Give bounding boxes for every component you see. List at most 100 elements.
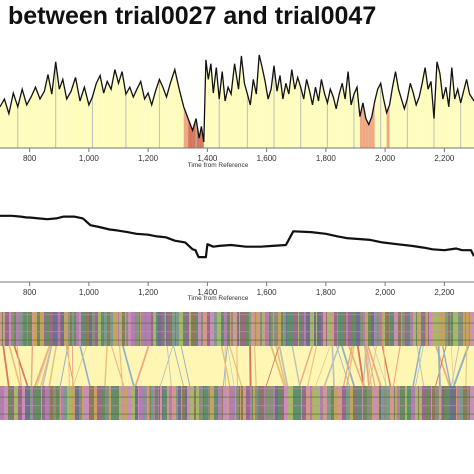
track-cell bbox=[53, 312, 57, 346]
track-cell bbox=[146, 312, 149, 346]
track-cell bbox=[340, 312, 344, 346]
cost-band bbox=[428, 81, 432, 148]
track-cell bbox=[92, 312, 95, 346]
track-cell bbox=[428, 312, 429, 346]
track-cell bbox=[53, 386, 56, 420]
track-cell bbox=[86, 386, 89, 420]
track-cell bbox=[334, 386, 338, 420]
cost-band bbox=[262, 67, 266, 148]
track-cell bbox=[269, 386, 273, 420]
track-cell bbox=[43, 312, 44, 346]
track-cell bbox=[139, 386, 143, 420]
track-cell bbox=[411, 386, 415, 420]
track-cell bbox=[214, 312, 217, 346]
track-cell bbox=[140, 312, 141, 346]
track-cell bbox=[284, 386, 288, 420]
track-cell bbox=[251, 312, 255, 346]
cost-band bbox=[22, 89, 27, 148]
track-cell bbox=[359, 386, 362, 420]
warp-connection bbox=[348, 345, 365, 387]
track-cell bbox=[147, 386, 149, 420]
track-cell bbox=[249, 312, 251, 346]
track-cell bbox=[30, 386, 31, 420]
track-cell bbox=[83, 386, 86, 420]
track-stripe bbox=[0, 331, 474, 333]
warp-connection bbox=[173, 345, 184, 387]
cost-band bbox=[144, 93, 149, 148]
warp-connection bbox=[36, 345, 51, 387]
track-cell bbox=[105, 386, 109, 420]
track-cell bbox=[137, 312, 139, 346]
track-cell bbox=[237, 312, 238, 346]
track-cell bbox=[232, 386, 235, 420]
cost-band bbox=[39, 91, 45, 148]
track-cell bbox=[122, 312, 125, 346]
track-cell bbox=[327, 312, 331, 346]
track-cell bbox=[470, 312, 472, 346]
track-cell bbox=[390, 386, 391, 420]
warp-connection bbox=[412, 345, 422, 387]
track-cell bbox=[281, 386, 284, 420]
cost-band bbox=[324, 93, 328, 148]
track-cell bbox=[354, 312, 356, 346]
track-cell bbox=[89, 386, 93, 420]
cost-band bbox=[386, 104, 390, 148]
track-cell bbox=[260, 312, 262, 346]
track-cell bbox=[109, 386, 111, 420]
track-cell bbox=[190, 386, 194, 420]
track-cell bbox=[16, 312, 19, 346]
cost-band bbox=[136, 81, 141, 148]
track-cell bbox=[191, 312, 195, 346]
track-cell bbox=[175, 312, 176, 346]
track-cell bbox=[409, 386, 411, 420]
track-cell bbox=[362, 386, 363, 420]
track-cell bbox=[252, 386, 253, 420]
track-cell bbox=[458, 312, 459, 346]
cost-band bbox=[398, 89, 402, 148]
track-cell bbox=[240, 386, 241, 420]
cost-band bbox=[31, 87, 36, 148]
track-cell bbox=[32, 312, 34, 346]
warp-connection bbox=[253, 345, 257, 387]
track-cell bbox=[207, 312, 210, 346]
track-cell bbox=[401, 312, 402, 346]
warp-connection bbox=[415, 345, 424, 387]
warp-connection bbox=[416, 345, 425, 387]
track-cell bbox=[60, 386, 61, 420]
x-axis-ticks: 800 1,000 1,200 1,400 1,600 1,800 2,000 2,200 bbox=[23, 148, 455, 163]
track-cell bbox=[419, 312, 421, 346]
cost-band bbox=[111, 69, 115, 148]
track-cell bbox=[374, 386, 378, 420]
track-cell bbox=[104, 312, 107, 346]
x-axis-title: Time from Reference bbox=[188, 162, 249, 169]
warp-connection bbox=[134, 345, 150, 387]
track-cell bbox=[3, 312, 5, 346]
warp-connection bbox=[122, 345, 135, 387]
warp-connection bbox=[452, 345, 470, 387]
track-cell bbox=[457, 312, 458, 346]
track-cell bbox=[407, 386, 409, 420]
track-cell bbox=[341, 386, 342, 420]
track-cell bbox=[470, 386, 474, 420]
track-cell bbox=[383, 312, 385, 346]
track-cell bbox=[93, 386, 94, 420]
track-cell bbox=[367, 312, 368, 346]
x-axis-title: Time from Reference bbox=[188, 295, 249, 302]
track-cell bbox=[465, 312, 466, 346]
warp-connection bbox=[220, 345, 231, 387]
track-cell bbox=[114, 312, 118, 346]
track-cell bbox=[348, 312, 352, 346]
track-cell bbox=[127, 312, 128, 346]
track-cell bbox=[456, 386, 457, 420]
track-cell bbox=[128, 312, 131, 346]
track-cell bbox=[50, 386, 53, 420]
local-cost-chart: 800 1,000 1,200 1,400 1,600 1,800 2,000 2,200 T… bbox=[0, 54, 474, 169]
track-cell bbox=[444, 386, 447, 420]
track-cell bbox=[299, 312, 302, 346]
warp-connections bbox=[2, 345, 470, 387]
track-cell bbox=[367, 386, 368, 420]
track-cell bbox=[28, 386, 30, 420]
warp-connection bbox=[104, 345, 108, 387]
track-cell bbox=[448, 312, 450, 346]
track-cell bbox=[199, 386, 203, 420]
